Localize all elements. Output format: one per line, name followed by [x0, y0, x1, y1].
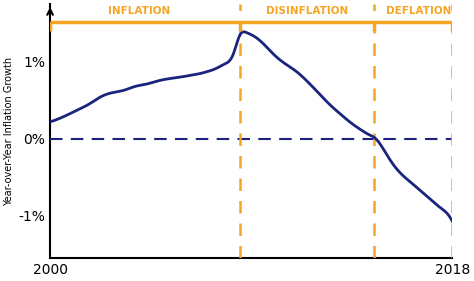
Text: DISINFLATION: DISINFLATION — [266, 6, 348, 17]
Text: INFLATION: INFLATION — [108, 6, 171, 17]
Y-axis label: Year-over-Year Inflation Growth: Year-over-Year Inflation Growth — [4, 56, 14, 206]
Text: DEFLATION: DEFLATION — [386, 6, 451, 17]
